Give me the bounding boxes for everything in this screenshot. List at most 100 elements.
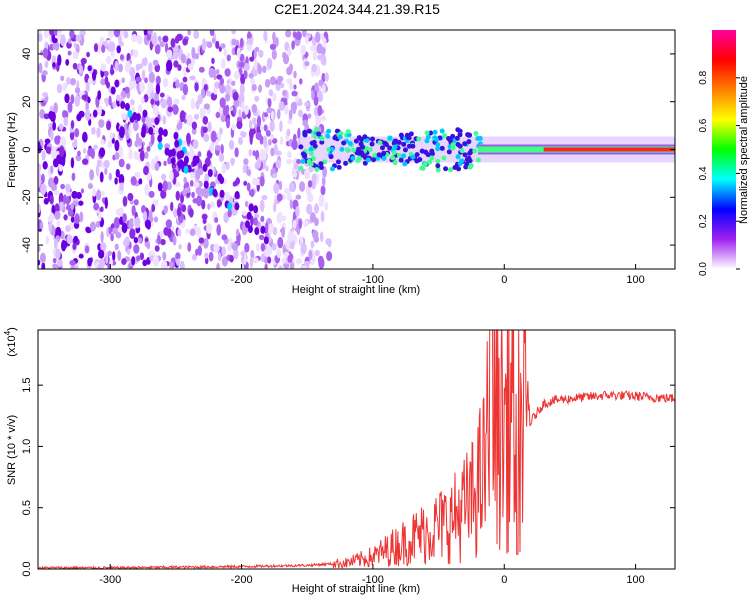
signal-cell bbox=[314, 166, 320, 172]
heatmap-noise-cell bbox=[129, 78, 137, 90]
signal-cell bbox=[367, 147, 373, 153]
heatmap-noise-cell bbox=[106, 120, 112, 131]
signal-cell bbox=[427, 159, 433, 165]
heatmap-noise-cell bbox=[114, 60, 119, 72]
signal-cell bbox=[466, 139, 472, 145]
heatmap-noise-cell bbox=[56, 259, 63, 268]
heatmap-noise-cell bbox=[43, 113, 50, 120]
heatmap-noise-cell bbox=[276, 248, 282, 259]
signal-cell bbox=[425, 134, 431, 140]
heatmap-noise-cell bbox=[304, 101, 310, 107]
heatmap-noise-cell bbox=[260, 253, 265, 263]
heatmap-noise-cell bbox=[305, 35, 309, 45]
heatmap-noise-cell bbox=[192, 139, 199, 150]
heatmap-noise-cell bbox=[272, 92, 277, 102]
signal-cell bbox=[314, 126, 320, 132]
heatmap-noise-cell bbox=[72, 51, 79, 60]
heatmap-noise-cell bbox=[307, 192, 314, 203]
heatmap-noise-cell bbox=[127, 192, 134, 202]
colorbar-tick-label: 0.4 bbox=[698, 166, 709, 180]
heatmap-noise-cell bbox=[203, 237, 209, 249]
heatmap-noise-cell bbox=[70, 78, 76, 86]
heatmap-noise-cell bbox=[154, 124, 159, 137]
signal-cell bbox=[402, 161, 408, 167]
signal-cell bbox=[328, 154, 334, 160]
heatmap-noise-cell bbox=[66, 77, 71, 85]
heatmap-noise-cell bbox=[301, 30, 307, 38]
heatmap-noise-cell bbox=[136, 35, 143, 45]
heatmap-noise-cell bbox=[161, 173, 167, 181]
heatmap-noise-cell bbox=[52, 121, 56, 131]
heatmap-noise-cell bbox=[187, 63, 194, 71]
heatmap-streak-cell bbox=[234, 190, 240, 199]
heatmap-noise-cell bbox=[137, 237, 143, 243]
heatmap-noise-cell bbox=[173, 208, 178, 218]
heatmap-noise-cell bbox=[148, 210, 153, 218]
heatmap-noise-cell bbox=[178, 244, 182, 250]
heatmap-noise-cell bbox=[287, 230, 294, 243]
heatmap-noise-cell bbox=[97, 249, 105, 259]
heatmap-noise-cell bbox=[59, 145, 65, 158]
heatmap-noise-cell bbox=[182, 76, 188, 83]
heatmap-noise-cell bbox=[214, 217, 219, 223]
heatmap-noise-cell bbox=[114, 139, 120, 152]
signal-cell bbox=[356, 135, 362, 141]
heatmap-noise-cell bbox=[134, 216, 141, 229]
heatmap-noise-cell bbox=[49, 30, 55, 36]
heatmap-noise-cell bbox=[303, 220, 309, 228]
signal-cell bbox=[358, 149, 364, 155]
heatmap-noise-cell bbox=[96, 127, 101, 138]
signal-cell bbox=[475, 157, 481, 163]
heatmap-noise-cell bbox=[307, 113, 312, 119]
heatmap-noise-cell bbox=[293, 70, 297, 79]
heatmap-noise-cell bbox=[234, 180, 238, 187]
heatmap-noise-cell bbox=[161, 260, 168, 269]
signal-cell bbox=[318, 164, 324, 170]
signal-cell bbox=[383, 142, 389, 148]
heatmap-noise-cell bbox=[267, 223, 274, 232]
heatmap-noise-cell bbox=[91, 127, 96, 135]
signal-cell bbox=[433, 136, 439, 142]
heatmap-noise-cell bbox=[50, 129, 54, 141]
heatmap-noise-cell bbox=[262, 65, 267, 74]
heatmap-noise-cell bbox=[296, 158, 301, 165]
heatmap-noise-cell bbox=[108, 41, 116, 52]
heatmap-noise-cell bbox=[92, 109, 98, 118]
heatmap-noise-cell bbox=[180, 193, 185, 204]
heatmap-noise-cell bbox=[129, 66, 136, 78]
heatmap-noise-cell bbox=[261, 195, 268, 201]
heatmap-noise-cell bbox=[38, 203, 41, 214]
heatmap-noise-cell bbox=[38, 259, 41, 266]
heatmap-noise-cell bbox=[267, 256, 272, 264]
heatmap-noise-cell bbox=[321, 72, 326, 83]
heatmap-noise-cell bbox=[130, 49, 134, 56]
heatmap-noise-cell bbox=[95, 220, 100, 228]
heatmap-noise-cell bbox=[144, 151, 149, 159]
heatmap-noise-cell bbox=[231, 242, 239, 251]
signal-cell bbox=[408, 131, 414, 137]
heatmap-noise-cell bbox=[242, 227, 247, 236]
heatmap-noise-cell bbox=[50, 112, 56, 123]
heatmap-noise-cell bbox=[73, 214, 81, 224]
heatmap-noise-cell bbox=[244, 104, 249, 116]
heatmap-noise-cell bbox=[191, 253, 198, 261]
heatmap-noise-cell bbox=[63, 194, 67, 204]
heatmap-noise-cell bbox=[321, 176, 326, 187]
heatmap-noise-cell bbox=[108, 172, 112, 181]
heatmap-noise-cell bbox=[70, 120, 75, 129]
heatmap-noise-cell bbox=[114, 243, 119, 251]
heatmap-noise-cell bbox=[321, 83, 326, 95]
heatmap-noise-cell bbox=[40, 50, 44, 56]
heatmap-noise-cell bbox=[78, 110, 85, 118]
heatmap-noise-cell bbox=[128, 218, 135, 229]
signal-cell bbox=[467, 158, 473, 164]
heatmap-noise-cell bbox=[318, 92, 324, 103]
heatmap-noise-cell bbox=[278, 180, 283, 191]
signal-cell bbox=[302, 153, 308, 159]
heatmap-noise-cell bbox=[138, 63, 144, 69]
heatmap-noise-cell bbox=[307, 180, 313, 188]
heatmap-noise-cell bbox=[243, 62, 250, 72]
heatmap-noise-cell bbox=[191, 191, 195, 199]
heatmap-noise-cell bbox=[264, 250, 270, 257]
heatmap-streak-cell bbox=[170, 156, 176, 165]
